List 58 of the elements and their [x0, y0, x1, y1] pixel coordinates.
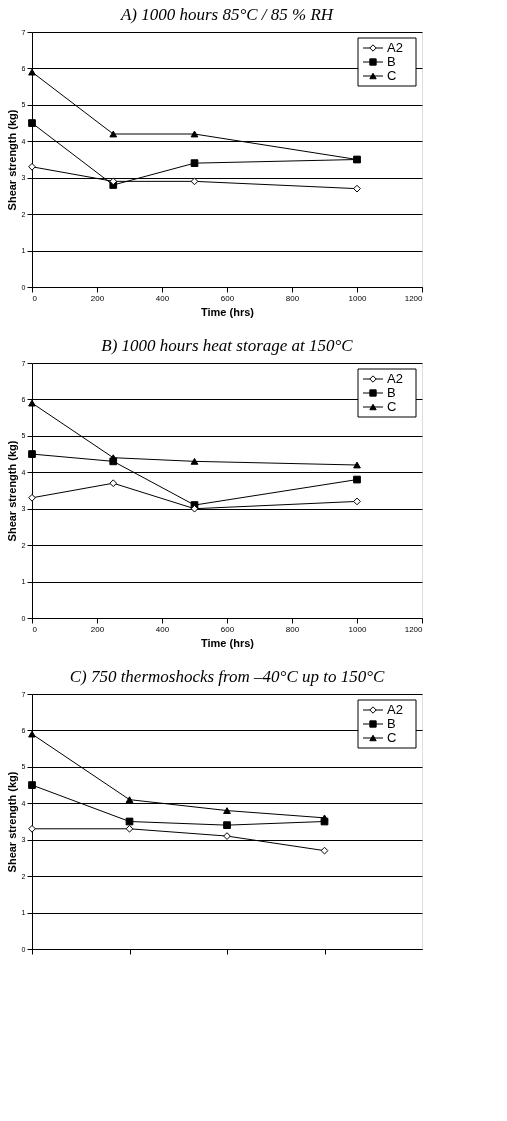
legend-label: B — [387, 716, 396, 731]
point — [190, 130, 199, 138]
point — [28, 119, 36, 127]
point — [223, 832, 231, 840]
legend-label: B — [387, 54, 396, 69]
point — [109, 479, 118, 488]
y-axis-title: Shear strength (kg) — [5, 440, 18, 542]
point — [28, 824, 36, 833]
point — [109, 130, 118, 138]
point — [190, 159, 199, 167]
legend-label: C — [387, 730, 397, 745]
point — [125, 824, 134, 833]
x-tick-label: 600 — [220, 293, 235, 303]
point — [28, 781, 36, 789]
x-tick-label: 0 — [32, 293, 38, 303]
point — [320, 846, 329, 855]
point — [190, 457, 199, 465]
x-tick-label: 1200 — [404, 293, 424, 303]
x-tick-label: 1200 — [404, 624, 424, 634]
point — [190, 504, 199, 513]
point — [353, 184, 361, 193]
x-tick-label: 800 — [285, 624, 300, 634]
x-tick-label: 200 — [90, 293, 105, 303]
point — [353, 461, 361, 469]
point — [353, 497, 361, 506]
legend-label: B — [387, 385, 396, 400]
chart-title: C) 750 thermoshocks from –40°C up to 150°C — [69, 667, 386, 686]
point — [353, 475, 361, 484]
chart-title: A) 1000 hours 85°C / 85 % RH — [119, 5, 335, 24]
point — [28, 493, 36, 502]
point — [223, 807, 231, 814]
legend-label: C — [387, 399, 397, 414]
point — [190, 177, 199, 186]
legend-label: C — [387, 68, 397, 83]
point — [28, 162, 36, 171]
x-axis-title: Time (hrs) — [201, 305, 255, 318]
point — [320, 817, 329, 826]
x-tick-label: 1000 — [348, 624, 367, 634]
x-axis-title: Time (hrs) — [201, 636, 255, 649]
point — [109, 177, 118, 186]
x-tick-label: 400 — [155, 624, 170, 634]
point — [223, 821, 231, 829]
x-tick-label: 0 — [32, 624, 38, 634]
legend-label: A2 — [387, 371, 403, 386]
chart-title: B) 1000 hours heat storage at 150°C — [101, 336, 354, 355]
x-tick-label: 1000 — [348, 293, 367, 303]
legend-label: A2 — [387, 40, 403, 55]
legend-label: A2 — [387, 702, 403, 717]
x-tick-label: 600 — [220, 624, 235, 634]
point — [125, 817, 134, 826]
x-tick-label: 200 — [90, 624, 105, 634]
point — [28, 450, 36, 458]
x-tick-label: 400 — [155, 293, 170, 303]
y-axis-title: Shear strength (kg) — [5, 109, 18, 211]
point — [109, 457, 118, 466]
point — [125, 796, 134, 804]
x-tick-label: 800 — [285, 293, 300, 303]
y-axis-title: Shear strength (kg) — [5, 771, 18, 873]
